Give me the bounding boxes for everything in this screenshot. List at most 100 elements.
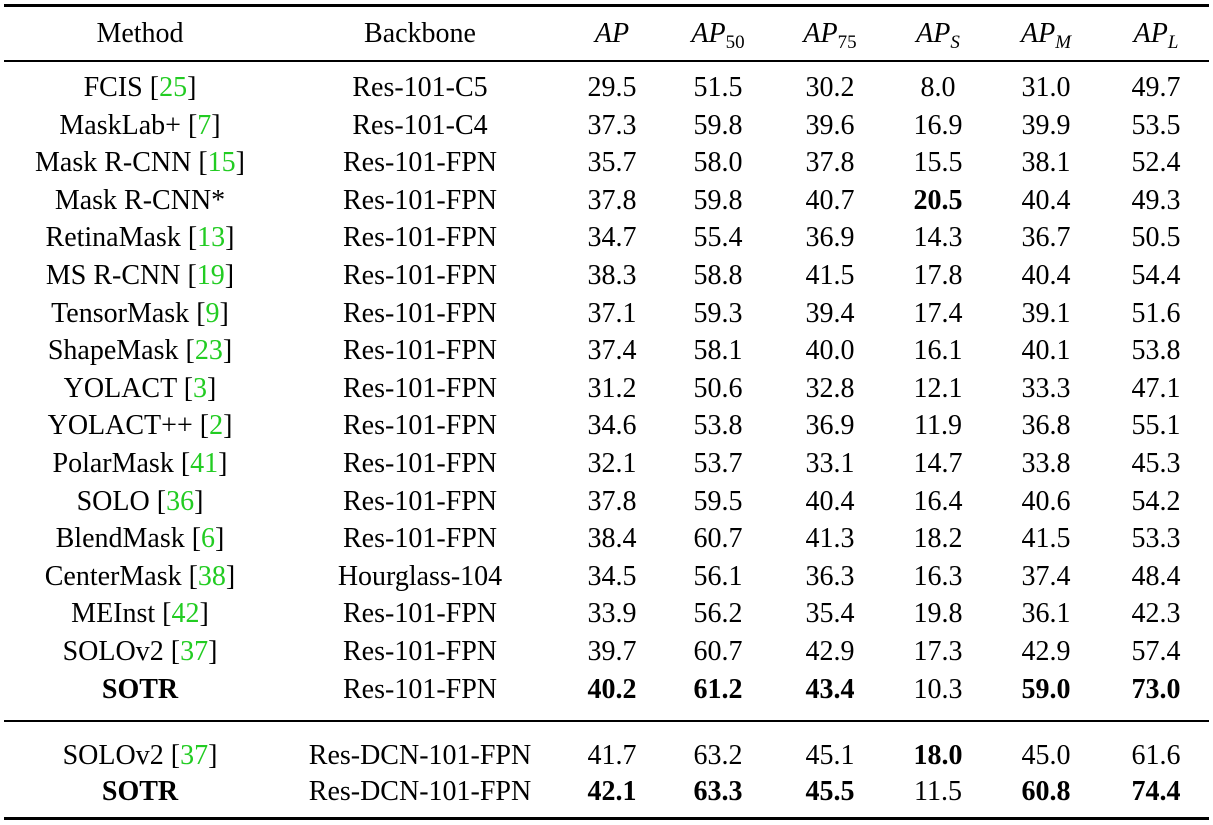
value-cell: 19.8 xyxy=(914,600,963,628)
value: 36.9 xyxy=(805,410,855,442)
value-cell: 57.4 xyxy=(1132,638,1181,666)
value: 74.4 xyxy=(1131,776,1181,807)
value: 45.0 xyxy=(1021,740,1071,771)
value-cell: 63.3 xyxy=(694,778,743,806)
backbone: Res-101-FPN xyxy=(342,184,498,216)
value-cell: 51.5 xyxy=(694,74,743,102)
header-sub: L xyxy=(1167,32,1179,53)
value-cell: 53.8 xyxy=(1132,337,1181,365)
value-cell: 42.9 xyxy=(806,638,855,666)
value-cell: 11.5 xyxy=(914,778,962,806)
header-sub: S xyxy=(950,32,960,53)
value-cell: 53.5 xyxy=(1132,111,1181,140)
method-name: Mask R-CNN xyxy=(35,147,192,179)
value: 50.6 xyxy=(693,372,743,404)
value: 45.1 xyxy=(805,740,855,771)
method-name: MEInst xyxy=(71,598,156,630)
value-cell: 30.2 xyxy=(806,74,855,102)
method-cell: ShapeMask [23] xyxy=(48,337,232,365)
value-cell: 34.5 xyxy=(588,562,637,591)
value: 34.6 xyxy=(587,410,637,442)
header-cell: AP50 xyxy=(691,20,744,53)
citation: [9] xyxy=(196,297,229,329)
method-name: RetinaMask xyxy=(45,222,181,254)
value: 37.4 xyxy=(1021,560,1071,592)
value-cell: 59.8 xyxy=(693,184,743,216)
value: 39.6 xyxy=(805,109,855,141)
value-cell: 36.7 xyxy=(1022,224,1071,252)
value-cell: 54.2 xyxy=(1131,485,1181,517)
value-cell: 37.1 xyxy=(587,297,637,329)
value-cell: 58.8 xyxy=(694,262,743,290)
backbone-cell: Res-101-FPN xyxy=(343,525,497,553)
value-cell: 15.5 xyxy=(914,149,963,177)
value-cell: 37.4 xyxy=(1021,560,1071,592)
backbone: Res-101-FPN xyxy=(342,335,498,367)
value: 37.3 xyxy=(587,109,637,141)
value: 14.7 xyxy=(913,448,963,479)
value: 61.2 xyxy=(693,673,743,705)
value-cell: 74.4 xyxy=(1132,778,1181,806)
header-cell: Method xyxy=(96,20,183,48)
value-cell: 51.6 xyxy=(1132,299,1181,328)
value-cell: 36.9 xyxy=(806,224,855,252)
value: 17.3 xyxy=(913,636,963,667)
value: 42.9 xyxy=(805,636,855,667)
method-cell: MEInst [42] xyxy=(71,600,209,628)
value: 59.8 xyxy=(693,109,743,141)
backbone-cell: Res-101-FPN xyxy=(343,262,497,290)
value-cell: 53.3 xyxy=(1132,525,1181,553)
top-rule xyxy=(4,4,1209,7)
value-cell: 16.4 xyxy=(914,487,963,516)
value-cell: 59.0 xyxy=(1022,675,1071,704)
value-cell: 53.7 xyxy=(694,450,743,478)
value-cell: 14.7 xyxy=(914,450,963,478)
value-cell: 50.5 xyxy=(1132,224,1181,252)
value-cell: 36.9 xyxy=(806,412,855,440)
value-cell: 17.8 xyxy=(914,262,963,290)
value: 59.8 xyxy=(693,184,743,216)
value: 17.4 xyxy=(913,297,963,329)
value-cell: 37.8 xyxy=(588,186,637,215)
method-cell: SOLOv2 [37] xyxy=(63,638,218,666)
header-sub: 50 xyxy=(725,32,745,53)
value-cell: 10.3 xyxy=(914,675,963,704)
header-cell: Backbone xyxy=(364,20,476,48)
method-name: CenterMask xyxy=(44,560,182,592)
value-cell: 41.7 xyxy=(588,742,637,770)
method-cell: BlendMask [6] xyxy=(56,525,225,553)
value-cell: 47.1 xyxy=(1132,374,1181,403)
value: 43.4 xyxy=(805,673,855,705)
value-cell: 40.2 xyxy=(588,675,637,704)
backbone-cell: Res-DCN-101-FPN xyxy=(309,742,531,770)
backbone-cell: Res-101-FPN xyxy=(343,638,497,666)
value: 54.2 xyxy=(1131,485,1181,517)
header-base: AP xyxy=(1020,18,1056,49)
value: 49.7 xyxy=(1131,72,1181,103)
method-cell: SOTR xyxy=(102,675,178,704)
method-name: TensorMask xyxy=(51,297,190,329)
value: 37.1 xyxy=(587,297,637,329)
value: 53.8 xyxy=(693,410,743,442)
value-cell: 60.7 xyxy=(694,638,743,666)
value: 58.0 xyxy=(693,147,743,179)
backbone-cell: Res-101-FPN xyxy=(343,299,497,328)
value: 40.0 xyxy=(805,335,855,367)
header-base: AP xyxy=(916,18,951,49)
citation: [38] xyxy=(188,560,236,592)
method-name: Mask R-CNN* xyxy=(54,184,226,216)
method-cell: SOTR xyxy=(102,778,178,806)
value-cell: 40.4 xyxy=(1022,186,1071,215)
value-cell: 35.4 xyxy=(806,600,855,628)
value-cell: 41.5 xyxy=(806,262,855,290)
method-cell: Mask R-CNN* xyxy=(54,184,226,216)
value: 53.8 xyxy=(1131,335,1181,367)
value-cell: 42.1 xyxy=(588,778,637,806)
method-name: FCIS xyxy=(83,72,143,103)
header-base: AP xyxy=(594,18,630,49)
value-cell: 37.8 xyxy=(588,487,637,516)
value-cell: 17.4 xyxy=(913,297,963,329)
method-name: YOLACT xyxy=(63,372,177,404)
citation: [36] xyxy=(156,485,204,517)
value: 57.4 xyxy=(1131,636,1181,667)
